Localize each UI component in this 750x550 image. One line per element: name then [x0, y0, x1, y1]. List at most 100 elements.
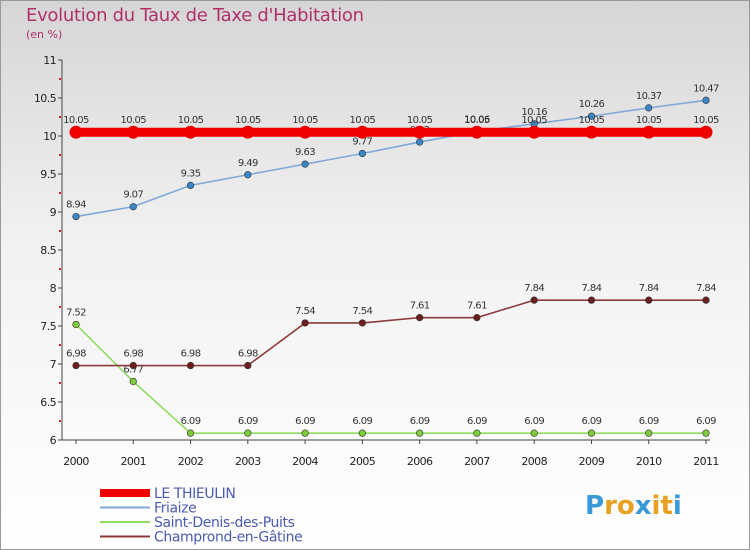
- data-label: 10.05: [636, 115, 662, 126]
- data-label: 7.61: [467, 301, 487, 312]
- series-2: 7.52 6.77 6.09 6.09 6.09 6.09 6.09 6.09 6.09 6.09…: [66, 307, 717, 437]
- data-label: 10.05: [120, 115, 146, 126]
- x-tick-label: 2009: [579, 455, 605, 468]
- legend-label: LE THIEULIN: [154, 486, 235, 502]
- y-tick-label: 10.5: [34, 92, 57, 105]
- chart-title: Evolution du Taux de Taxe d'Habitation: [26, 5, 364, 26]
- data-point: [301, 319, 309, 327]
- x-tick-label: 2002: [178, 455, 204, 468]
- data-label: 6.77: [123, 364, 143, 375]
- y-tick-label: 10: [43, 130, 56, 143]
- data-point: [72, 361, 80, 370]
- data-label: 7.84: [639, 283, 659, 294]
- data-point: [186, 361, 195, 370]
- data-point: [69, 125, 83, 139]
- logo-letter: t: [660, 491, 672, 521]
- data-point: [699, 125, 713, 139]
- x-tick-label: 2007: [464, 455, 490, 468]
- y-tick-label: 9.5: [40, 168, 56, 181]
- data-point: [126, 125, 140, 139]
- data-label: 6.09: [238, 416, 258, 427]
- data-point: [645, 296, 653, 304]
- series-0: 10.05 10.05 10.05 10.05 10.05 10.05 10.05 10.05…: [63, 115, 720, 139]
- data-label: 7.52: [66, 307, 86, 318]
- logo-letter: P: [585, 491, 604, 521]
- data-point: [530, 429, 538, 437]
- data-label: 10.06: [464, 114, 490, 125]
- chart-subtitle: (en %): [26, 28, 63, 41]
- data-label: 7.61: [410, 301, 430, 312]
- data-label: 10.16: [521, 107, 547, 118]
- data-point: [702, 296, 710, 304]
- data-point: [129, 361, 137, 370]
- data-point: [584, 125, 598, 139]
- series-layer: 8.949.079.359.499.639.779.9210.0610.1610…: [63, 83, 720, 437]
- data-point: [244, 361, 252, 370]
- data-label: 7.54: [295, 306, 315, 317]
- y-tick-label: 7.5: [40, 320, 56, 333]
- logo-letter: x: [635, 491, 652, 521]
- proxiti-logo: Proxiti: [585, 491, 682, 521]
- data-point: [645, 429, 653, 437]
- data-point: [413, 125, 427, 139]
- data-label: 9.49: [238, 158, 258, 169]
- y-tick-label: 9: [50, 206, 57, 219]
- data-label: 10.05: [693, 115, 719, 126]
- data-point: [587, 429, 596, 437]
- data-label: 7.84: [582, 283, 602, 294]
- data-label: 9.35: [181, 168, 201, 179]
- data-label: 6.09: [582, 416, 602, 427]
- data-label: 6.98: [66, 349, 86, 360]
- data-point: [241, 125, 255, 139]
- y-tick-label: 7: [50, 358, 57, 371]
- series-line: [75, 99, 707, 218]
- data-label: 10.05: [350, 115, 376, 126]
- data-point: [416, 429, 424, 437]
- x-tick-label: 2005: [350, 455, 376, 468]
- data-label: 9.07: [123, 190, 143, 201]
- data-point: [473, 429, 481, 437]
- logo-text: Proxiti: [585, 491, 682, 521]
- data-point: [358, 149, 366, 158]
- y-tick-label: 6: [50, 434, 57, 447]
- legend-label: Friaize: [154, 501, 196, 517]
- data-label: 10.05: [521, 115, 547, 126]
- data-label: 6.09: [295, 416, 315, 427]
- data-label: 7.84: [524, 283, 544, 294]
- data-point: [587, 112, 596, 120]
- y-tick-label: 11: [43, 54, 56, 67]
- series-line: [76, 299, 706, 367]
- data-label: 10.05: [407, 115, 433, 126]
- data-point: [527, 125, 541, 139]
- data-point: [470, 125, 484, 139]
- data-point: [301, 160, 309, 168]
- y-tick-label: 8.5: [40, 244, 56, 257]
- data-label: 6.09: [410, 416, 430, 427]
- series-line: [75, 323, 706, 434]
- data-label: 9.63: [295, 147, 315, 158]
- x-tick-label: 2006: [407, 455, 433, 468]
- data-label: 9.77: [352, 136, 372, 147]
- data-label: 7.54: [352, 306, 372, 317]
- data-label: 6.09: [467, 416, 487, 427]
- logo-letter: i: [652, 491, 661, 521]
- data-label: 10.37: [636, 91, 662, 102]
- data-point: [702, 96, 710, 104]
- y-tick-label: 8: [50, 282, 57, 295]
- data-point: [416, 138, 424, 146]
- x-tick-label: 2000: [63, 455, 89, 468]
- data-label: 7.84: [696, 283, 716, 294]
- data-point: [244, 429, 252, 437]
- data-label: 6.09: [696, 416, 716, 427]
- x-tick-label: 2008: [521, 455, 547, 468]
- data-point: [642, 125, 656, 139]
- data-label: 8.94: [66, 200, 86, 211]
- data-point: [129, 203, 137, 211]
- data-label: 10.05: [292, 115, 318, 126]
- data-label: 10.47: [693, 83, 719, 94]
- x-tick-label: 2011: [693, 455, 719, 468]
- data-label: 6.98: [238, 349, 258, 360]
- legend-label: Champrond-en-Gâtine: [154, 530, 302, 546]
